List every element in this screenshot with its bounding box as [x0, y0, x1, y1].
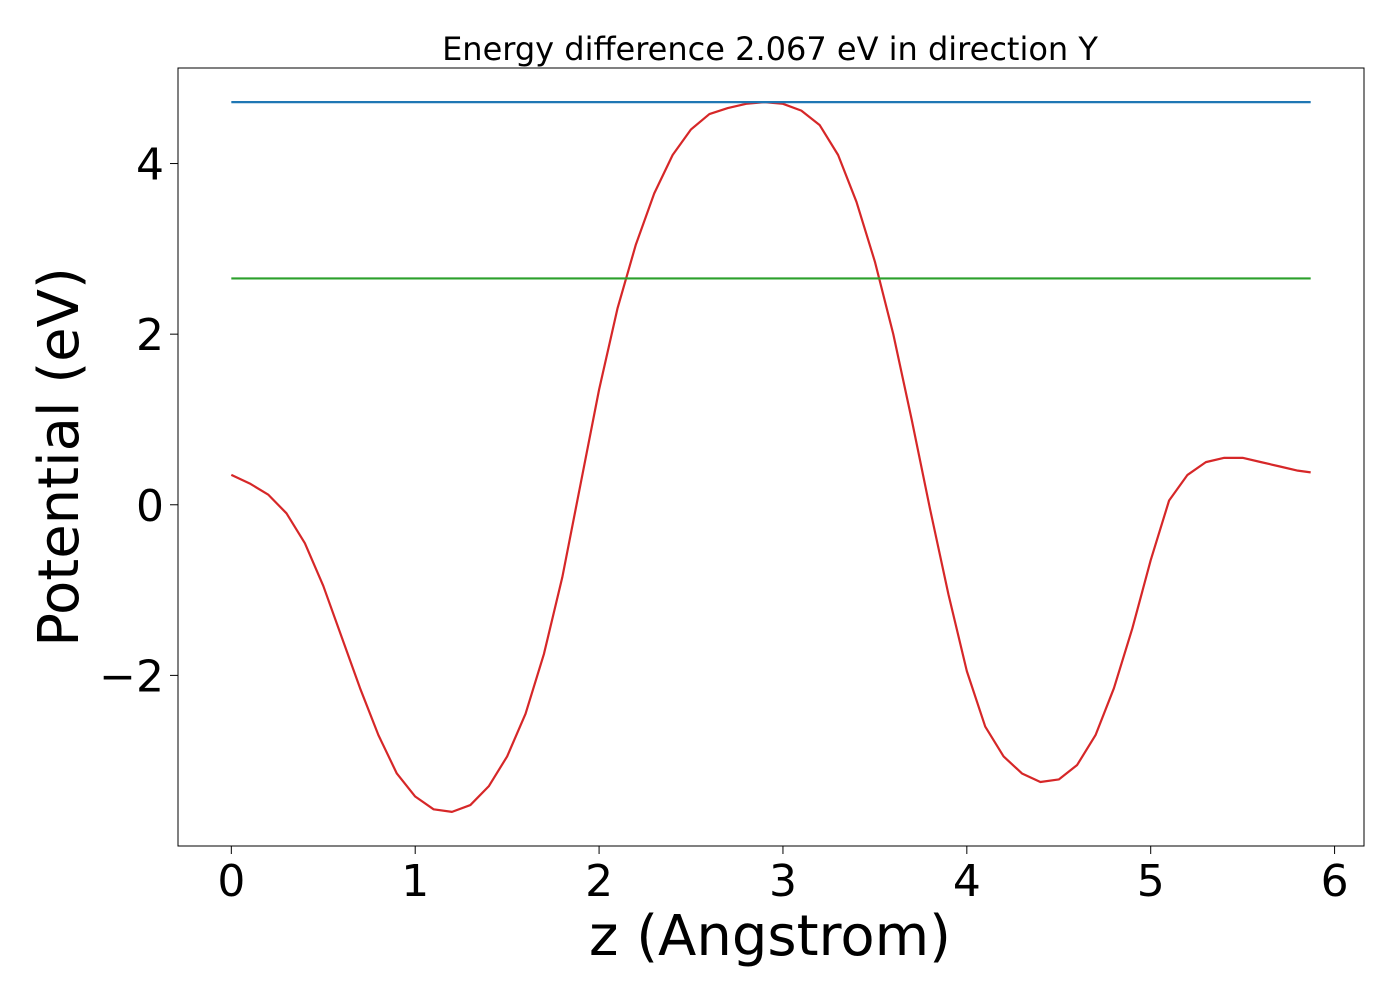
- x-tick-label: 5: [1137, 856, 1165, 907]
- y-axis-label: Potential (eV): [27, 267, 92, 647]
- y-tick-label: −2: [99, 651, 164, 702]
- x-axis: 0 1 2 3 4 5 6: [217, 846, 1349, 907]
- x-tick-label: 2: [585, 856, 613, 907]
- series-line-0: [230, 101, 1311, 813]
- y-axis: −2 0 2 4: [99, 140, 178, 702]
- x-axis-label: z (Angstrom): [589, 904, 951, 969]
- plot-frame: [177, 67, 1365, 847]
- plot-area: [230, 101, 1311, 813]
- y-tick-label: 4: [136, 140, 164, 191]
- x-tick-label: 4: [953, 856, 981, 907]
- chart-title: Energy difference 2.067 eV in direction …: [442, 30, 1098, 68]
- x-tick-label: 3: [769, 856, 797, 907]
- x-tick-label: 6: [1321, 856, 1349, 907]
- x-tick-label: 0: [217, 856, 245, 907]
- y-tick-label: 0: [136, 481, 164, 532]
- x-tick-label: 1: [401, 856, 429, 907]
- y-tick-label: 2: [136, 310, 164, 361]
